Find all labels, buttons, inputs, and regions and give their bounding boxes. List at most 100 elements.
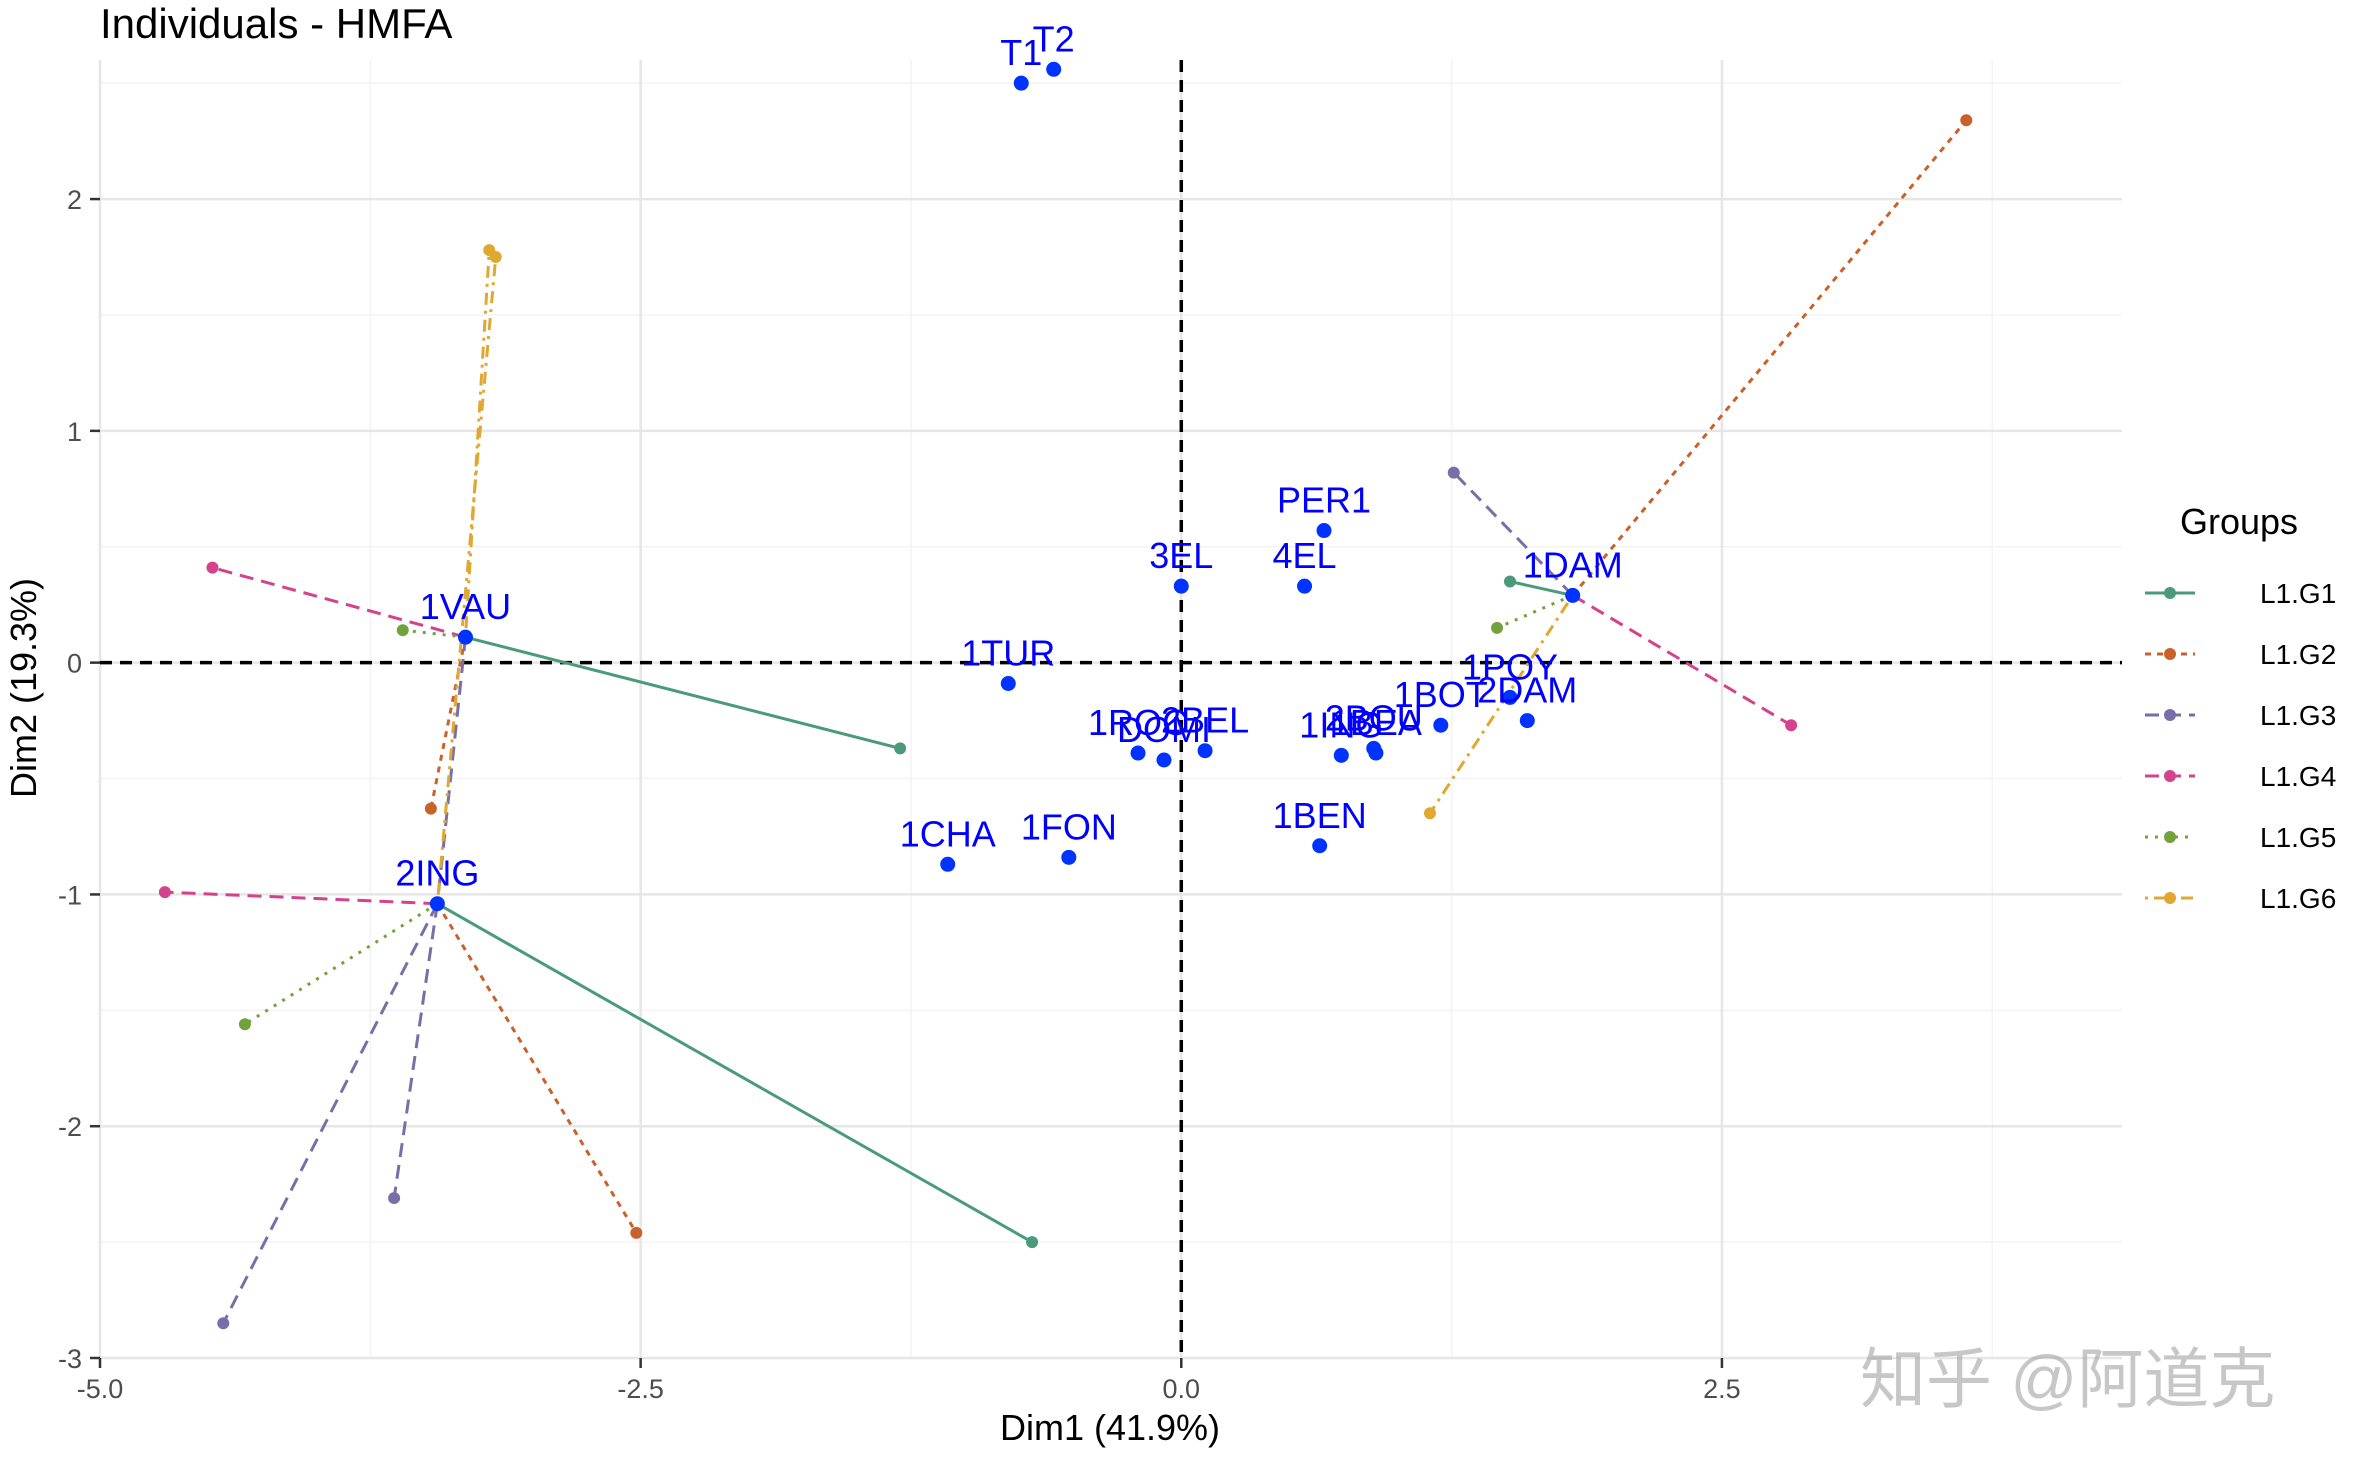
group-point-l1-g4: [158, 886, 171, 899]
legend-title: Groups: [2180, 501, 2298, 542]
group-link-l1-g2: [429, 636, 467, 809]
group-point-l1-g4: [206, 561, 219, 574]
label-4el: 4EL: [1273, 535, 1337, 576]
group-link-l1-g6: [463, 249, 491, 638]
group-link-l1-g5: [244, 902, 439, 1026]
group-link-l1-g1: [436, 902, 1033, 1244]
reference-lines: [100, 60, 2122, 1358]
group-point-l1-g6: [1423, 807, 1436, 820]
legend-label-l1-g1: L1.G1: [2260, 578, 2336, 609]
y-axis-title: Dim2 (19.3%): [3, 578, 44, 798]
axes: -5.0 -2.5 0.0 2.5 -3 -2 -1 0 1 2: [58, 185, 1741, 1404]
group-link-l1-g3: [221, 903, 439, 1324]
label-2bou: 2BOU: [1325, 697, 1423, 738]
group-link-l1-g3: [392, 903, 439, 1199]
group-point-l1-g4: [1785, 719, 1798, 732]
group-point-l1-g3: [388, 1192, 401, 1205]
group-point-l1-g1: [1026, 1236, 1039, 1249]
group-links: [158, 114, 1973, 1330]
point-t2: [1046, 61, 1062, 77]
label-2dam: 2DAM: [1477, 670, 1577, 711]
group-point-l1-g1: [1503, 575, 1516, 588]
label-1ing: 1ING: [1299, 704, 1383, 745]
point-2bel: [1197, 743, 1213, 759]
label-t1: T1: [1000, 32, 1042, 73]
group-link-l1-g3: [1452, 471, 1574, 597]
group-point-l1-g5: [396, 624, 409, 637]
legend-key-point-l1-g4: [2164, 770, 2176, 782]
point-per1: [1316, 523, 1332, 539]
label-1cha: 1CHA: [900, 813, 996, 854]
label-1roc: 1ROC: [1088, 702, 1188, 743]
x-tick-label: 0.0: [1163, 1374, 1201, 1404]
point-t1: [1013, 75, 1029, 91]
watermark-text: 知乎 @阿道克: [1860, 1342, 2275, 1416]
chart-title: Individuals - HMFA: [100, 0, 452, 47]
y-tick-label: 0: [67, 649, 82, 679]
point-domi: [1156, 752, 1172, 768]
legend-label-l1-g6: L1.G6: [2260, 883, 2336, 914]
x-tick-label: -5.0: [77, 1374, 124, 1404]
group-point-l1-g6: [489, 251, 502, 264]
label-1bea: 1BEA: [1330, 702, 1422, 743]
point-2dam: [1519, 713, 1535, 729]
label-1fon: 1FON: [1021, 806, 1117, 847]
group-link-l1-g4: [164, 890, 438, 906]
y-tick-label: -1: [58, 880, 82, 910]
legend-label-l1-g3: L1.G3: [2260, 700, 2336, 731]
group-link-l1-g6: [1428, 594, 1574, 815]
group-link-l1-g6: [435, 256, 498, 904]
y-tick-label: 1: [67, 417, 82, 447]
label-1dam: 1DAM: [1523, 544, 1623, 585]
x-axis-title: Dim1 (41.9%): [1000, 1407, 1220, 1448]
point-1tur: [1000, 676, 1016, 692]
label-domi: DOMI: [1117, 709, 1211, 750]
point-1fon: [1061, 849, 1077, 865]
group-link-l1-g2: [1571, 119, 1968, 597]
point-1bot: [1433, 717, 1449, 733]
x-tick-label: 2.5: [1703, 1374, 1741, 1404]
individual-points: [429, 61, 1581, 912]
point-3el: [1173, 578, 1189, 594]
point-4el: [1297, 578, 1313, 594]
legend-key-point-l1-g1: [2164, 587, 2176, 599]
y-tick-label: -3: [58, 1344, 82, 1374]
point-1vau: [457, 629, 473, 645]
group-point-l1-g5: [1491, 621, 1504, 634]
legend: Groups L1.G1 L1.G2 L1.G3 L1.G4 L1.G5 L1.G6: [2145, 501, 2336, 914]
label-t2: T2: [1033, 18, 1075, 59]
point-1ben: [1312, 838, 1328, 854]
group-point-l1-g2: [424, 802, 437, 815]
group-link-l1-g1: [465, 635, 901, 750]
x-tick-label: -2.5: [617, 1374, 664, 1404]
point-1ing: [1333, 747, 1349, 763]
legend-key-point-l1-g6: [2164, 892, 2176, 904]
label-1tur: 1TUR: [961, 633, 1055, 674]
group-link-l1-g1: [1509, 580, 1574, 597]
y-tick-label: -2: [58, 1112, 82, 1142]
point-1dam: [1565, 587, 1581, 603]
y-tick-label: 2: [67, 185, 82, 215]
legend-key-point-l1-g5: [2164, 831, 2176, 843]
group-point-l1-g2: [630, 1226, 643, 1239]
label-2ing: 2ING: [395, 853, 479, 894]
label-1ben: 1BEN: [1273, 795, 1367, 836]
point-1poy: [1502, 689, 1518, 705]
group-point-l1-g5: [238, 1018, 251, 1031]
point-1roc: [1130, 745, 1146, 761]
group-link-l1-g5: [402, 628, 466, 639]
legend-label-l1-g5: L1.G5: [2260, 822, 2336, 853]
group-link-l1-g2: [436, 902, 638, 1234]
legend-label-l1-g2: L1.G2: [2260, 639, 2336, 670]
group-point-l1-g3: [1447, 466, 1460, 479]
group-point-l1-g3: [217, 1317, 230, 1330]
group-link-l1-g5: [1496, 594, 1574, 630]
group-link-l1-g4: [1571, 594, 1792, 727]
label-per1: PER1: [1277, 480, 1371, 521]
label-2bel: 2BEL: [1161, 700, 1249, 741]
label-3el: 3EL: [1149, 535, 1213, 576]
point-1bea: [1368, 745, 1384, 761]
